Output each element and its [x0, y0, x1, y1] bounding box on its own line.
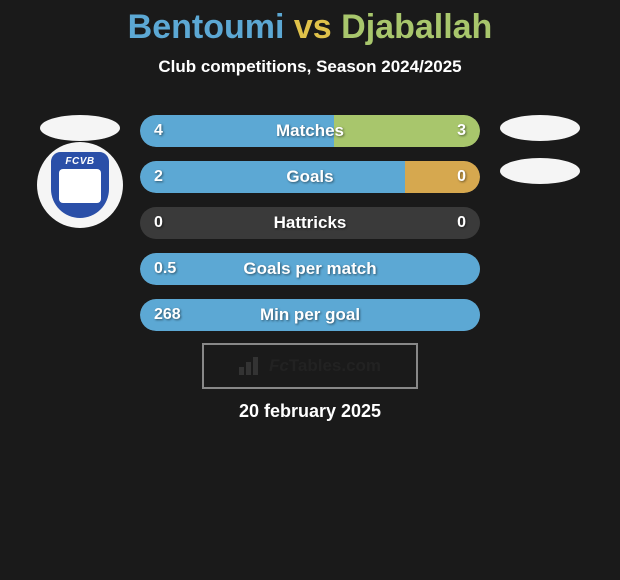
stat-label: Goals: [140, 167, 480, 187]
brand-prefix: Fc: [269, 356, 289, 375]
stat-label: Hattricks: [140, 213, 480, 233]
infographic-container: Bentoumi vs Djaballah Club competitions,…: [0, 0, 620, 422]
bar-chart-icon: [239, 357, 261, 375]
left-slot-0: [30, 115, 130, 141]
player1-name: Bentoumi: [128, 8, 285, 46]
brand-text: FcTables.com: [269, 356, 381, 376]
subtitle: Club competitions, Season 2024/2025: [0, 57, 620, 77]
vs-text: vs: [294, 8, 332, 46]
date-text: 20 february 2025: [0, 401, 620, 422]
brand-box: FcTables.com: [202, 343, 418, 389]
stat-bar: 00Hattricks: [140, 207, 480, 239]
stat-label: Matches: [140, 121, 480, 141]
badge-text: FCVB: [65, 156, 94, 167]
stats-section: FCVB 43Matches 20Goals 00Hattricks 0.5Goals…: [0, 115, 620, 331]
stat-label: Min per goal: [140, 305, 480, 325]
right-slot-0: [490, 115, 590, 141]
stat-label: Goals per match: [140, 259, 480, 279]
stat-bar: 268Min per goal: [140, 299, 480, 331]
stats-bars: 43Matches 20Goals 00Hattricks 0.5Goals per …: [130, 115, 490, 331]
left-slot-1: FCVB: [37, 155, 123, 215]
left-ellipse-icon: [40, 115, 120, 141]
brand-suffix: Tables.com: [289, 356, 381, 375]
team-badge-circle: FCVB: [37, 142, 123, 228]
page-title: Bentoumi vs Djaballah: [0, 8, 620, 47]
right-ellipse-icon-2: [500, 158, 580, 184]
player2-name: Djaballah: [341, 8, 492, 46]
right-ellipse-icon: [500, 115, 580, 141]
stat-bar: 0.5Goals per match: [140, 253, 480, 285]
stat-bar: 20Goals: [140, 161, 480, 193]
left-column: FCVB: [30, 115, 130, 215]
stat-bar: 43Matches: [140, 115, 480, 147]
badge-inner-icon: [59, 169, 101, 203]
right-column: [490, 115, 590, 187]
team-badge-icon: FCVB: [51, 152, 109, 218]
right-slot-1: [490, 155, 590, 187]
